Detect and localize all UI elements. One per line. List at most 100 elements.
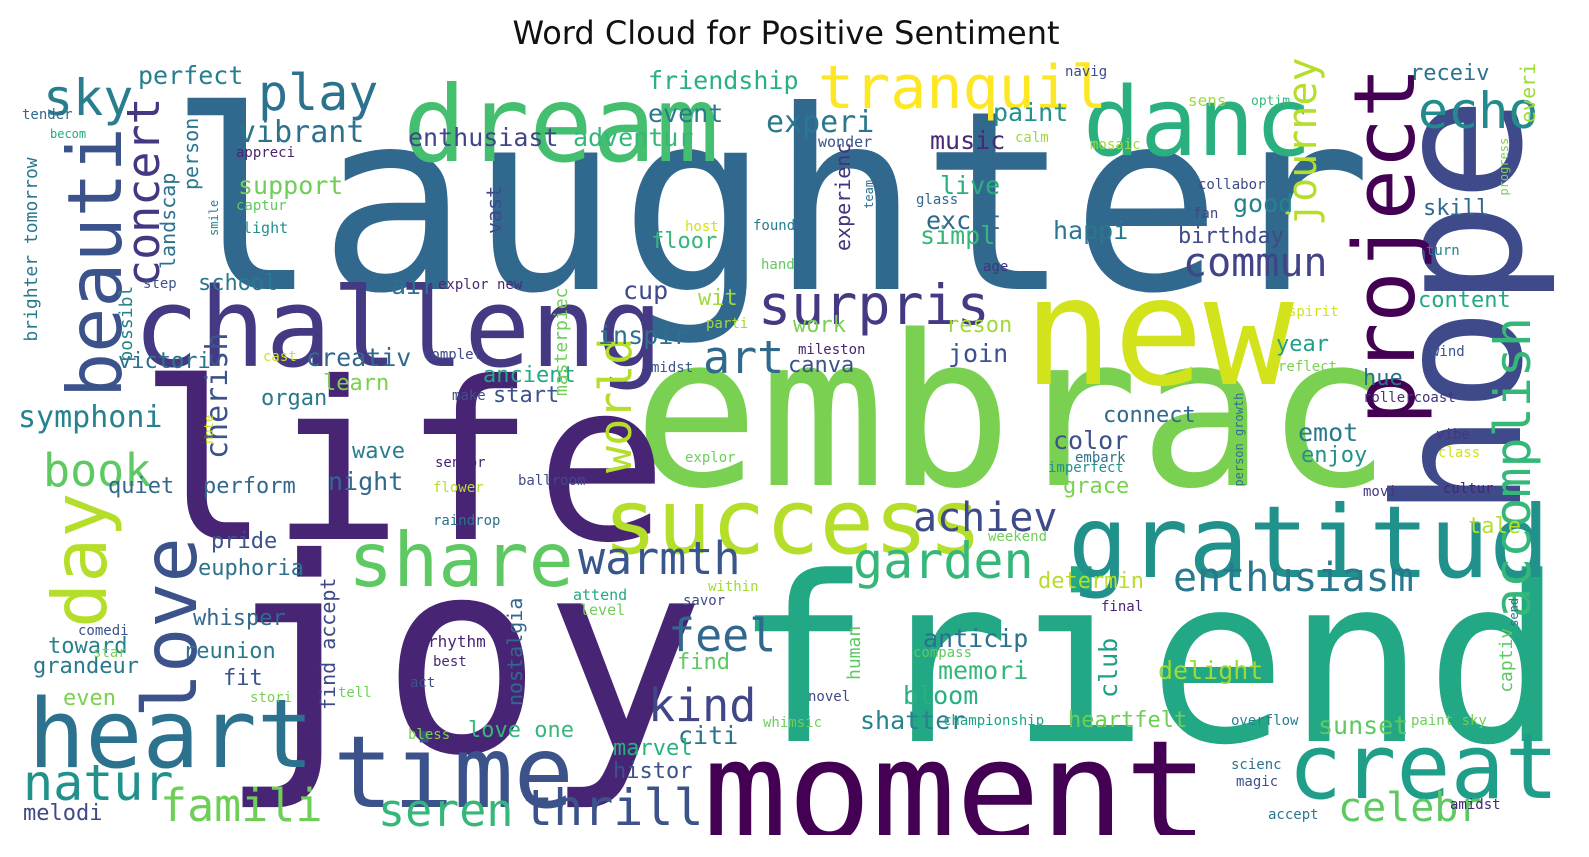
word-music: music xyxy=(930,126,1006,155)
word-experi: experi xyxy=(766,105,875,140)
word-enthusiasm: enthusiasm xyxy=(1173,555,1414,601)
word-achiev: achiev xyxy=(913,495,1058,541)
word-euphoria: euphoria xyxy=(198,556,304,581)
word-book: book xyxy=(43,444,152,497)
word-sky: sky xyxy=(43,69,134,127)
word-human: human xyxy=(844,625,865,680)
word-share: share xyxy=(348,516,574,604)
word-cloud: laughter joy friend embrac life moment new hope… xyxy=(18,58,1554,835)
word-act: act xyxy=(410,675,436,691)
word-stori: stori xyxy=(250,690,293,706)
word-imperfect: imperfect xyxy=(1048,460,1124,476)
word-turn: turn xyxy=(1426,243,1460,259)
word-landscap: landscap xyxy=(156,172,180,269)
word-class: class xyxy=(1438,445,1481,461)
word-emot: emot xyxy=(1298,418,1359,447)
word-fan: fan xyxy=(1193,206,1219,222)
word-enthusiast: enthusiast xyxy=(408,123,559,152)
word-found: found xyxy=(753,218,796,234)
word-learn: learn xyxy=(323,371,390,396)
word-cultur: cultur xyxy=(1443,481,1494,497)
chart-title: Word Cloud for Positive Sentiment xyxy=(512,14,1060,52)
word-masterpiec: masterpiec xyxy=(551,287,572,396)
word-final: final xyxy=(1101,599,1144,615)
word-nostalgia: nostalgia xyxy=(503,597,527,706)
word-excit: excit xyxy=(926,206,1002,235)
word-parti: parti xyxy=(706,316,749,332)
word-creat: creat xyxy=(1288,715,1554,820)
word-vibrant: vibrant xyxy=(238,115,365,150)
word-receiv: receiv xyxy=(1410,61,1490,86)
word-navig: navig xyxy=(1065,64,1108,80)
word-symphoni: symphoni xyxy=(18,400,163,435)
word-senior: senior xyxy=(435,455,486,471)
word-organ: organ xyxy=(261,386,328,411)
word-mileston: mileston xyxy=(798,342,866,358)
word-reunion: reunion xyxy=(183,639,276,664)
word-wave: wave xyxy=(352,439,405,464)
word-calm: calm xyxy=(1015,130,1049,146)
word-connect: connect xyxy=(1103,403,1196,428)
word-bless: bless xyxy=(408,727,451,743)
word-pride: pride xyxy=(211,529,278,554)
word-tale: tale xyxy=(1468,514,1521,539)
word-spirit: spirit xyxy=(1288,304,1339,320)
word-anticip: anticip xyxy=(923,624,1029,653)
word-collabor: collabor xyxy=(1198,177,1266,193)
word-overflow: overflow xyxy=(1231,713,1299,729)
word-reflect: reflect xyxy=(1278,359,1338,375)
word-play: play xyxy=(258,64,379,122)
word-ballroom: ballroom xyxy=(518,473,586,489)
word-joy: joy xyxy=(218,500,706,815)
word-floor: floor xyxy=(651,229,718,254)
word-hue: hue xyxy=(1363,366,1403,391)
word-feel: feel xyxy=(668,609,777,662)
word-championship: championship xyxy=(943,713,1045,729)
word-join: join xyxy=(948,339,1009,368)
word-step: step xyxy=(143,276,177,292)
word-midst: midst xyxy=(651,360,694,376)
word-citi: citi xyxy=(678,721,739,750)
word-explor: explor xyxy=(685,450,736,466)
word-quiet: quiet xyxy=(108,474,175,499)
word-support: support xyxy=(238,171,344,200)
word-natur: natur xyxy=(23,754,174,812)
word-paint: paint xyxy=(993,98,1069,127)
word-thrill: thrill xyxy=(523,779,704,835)
word-progress: progress xyxy=(1497,137,1511,196)
word-time: time xyxy=(333,714,574,831)
word-birthday: birthday xyxy=(1178,224,1284,249)
word-wind: wind xyxy=(1431,344,1465,360)
word-day: day xyxy=(36,492,124,628)
word-inspir: inspir xyxy=(598,321,689,350)
word-captur: captur xyxy=(236,198,287,214)
word-accomplish: accomplish xyxy=(1484,316,1542,618)
word-amidst: amidst xyxy=(1450,797,1501,813)
word-movi: movi xyxy=(1363,484,1397,500)
word-brighter-tomorrow: brighter tomorrow xyxy=(21,157,42,342)
word-mosaic: mosaic xyxy=(1090,137,1141,153)
word-life: life xyxy=(138,335,668,591)
word-perform: perform xyxy=(203,474,296,499)
word-cup: cup xyxy=(623,276,669,305)
word-skill: skill xyxy=(1423,196,1490,221)
word-grace: grace xyxy=(1063,474,1130,499)
word-tender: tender xyxy=(22,107,73,123)
word-night: night xyxy=(328,467,404,496)
word-whisper: whisper xyxy=(193,606,286,631)
word-start: start xyxy=(493,383,560,408)
word-dream: dream xyxy=(403,64,720,186)
word-becom: becom xyxy=(50,127,87,141)
word-captiv: captiv xyxy=(1496,627,1517,693)
word-wit: wit xyxy=(698,286,738,311)
word-determin: determin xyxy=(1038,569,1144,594)
word-embrac: embrac xyxy=(633,290,1392,535)
word-friendship: friendship xyxy=(648,66,799,95)
word-world: world xyxy=(589,337,642,473)
word-event: event xyxy=(648,99,724,128)
word-sunset: sunset xyxy=(1318,711,1409,740)
word-comedi: comedi xyxy=(78,623,129,639)
word-love-one: love one xyxy=(468,718,574,743)
word-color: color xyxy=(1053,426,1129,455)
word-heart: heart xyxy=(28,680,314,790)
